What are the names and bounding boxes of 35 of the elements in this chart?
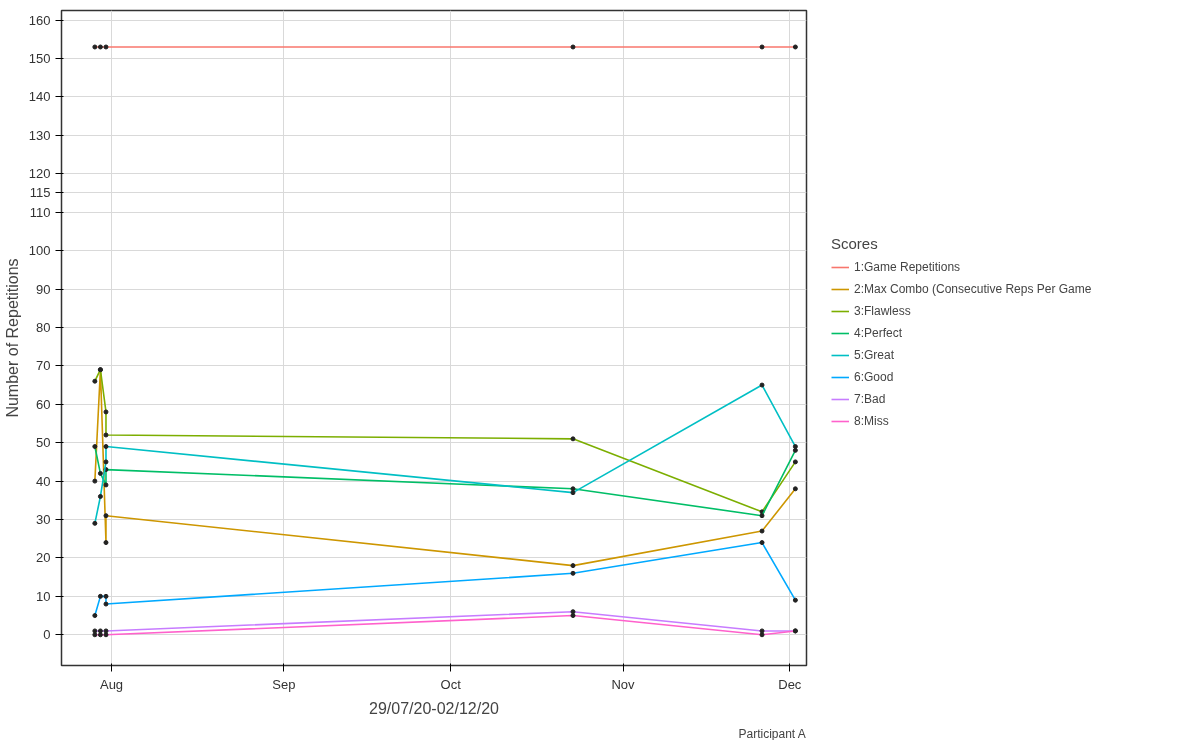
y-tick-label: 50 [36,435,51,451]
y-tick-label: 80 [36,319,51,335]
legend-label: 3:Flawless [854,303,911,318]
y-tick-label: 140 [28,89,51,105]
legend-label: 2:Max Combo (Consecutive Reps Per Game [854,281,1092,296]
legend-label: 6:Good [854,369,894,384]
y-axis-title: Number of Repetitions [3,258,21,418]
y-tick-label: 20 [36,550,51,566]
y-tick-label: 0 [43,627,51,643]
y-tick-label: 160 [28,12,51,28]
x-tick-label: Dec [778,676,802,692]
y-tick-label: 115 [29,185,51,201]
x-tick-label: Nov [611,676,636,692]
y-tick-label: 90 [36,281,51,297]
x-tick-label: Aug [99,676,124,692]
y-tick-label: 60 [36,396,51,412]
y-tick-label: 150 [28,51,51,67]
x-tick-label: Oct [440,676,462,692]
y-tick-label: 40 [36,473,51,489]
legend-title: Scores [831,234,879,252]
y-tick-label: 30 [36,512,51,528]
legend-label: 7:Bad [854,391,886,406]
x-tick-label: Sep [272,676,296,692]
y-tick-label: 110 [29,204,51,220]
legend-label: 5:Great [854,347,895,362]
y-tick-label: 100 [28,243,51,259]
x-axis-title: 29/07/20-02/12/20 [369,699,500,717]
y-tick-label: 10 [36,588,51,604]
legend-label: 4:Perfect [854,325,903,340]
y-tick-label: 120 [28,166,51,182]
y-tick-label: 70 [36,358,51,374]
legend-label: 8:Miss [854,413,889,428]
text: Participant A [738,726,806,740]
y-tick-label: 130 [28,127,51,143]
legend-label: 1:Game Repetitions [854,259,961,274]
